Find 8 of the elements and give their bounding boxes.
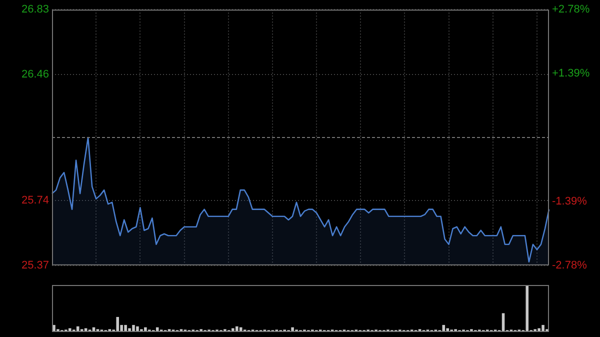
- y2-tick-label: +1.39%: [552, 68, 590, 80]
- y-tick-label: 26.83: [21, 4, 49, 16]
- y2-tick-label: -2.78%: [552, 259, 588, 272]
- y-tick-label: 25.37: [21, 259, 49, 272]
- y-tick-label: 25.74: [21, 194, 49, 207]
- y2-tick-label: -1.39%: [552, 195, 588, 208]
- y-tick-label: 26.46: [21, 68, 49, 80]
- y2-tick-label: +2.78%: [552, 4, 590, 16]
